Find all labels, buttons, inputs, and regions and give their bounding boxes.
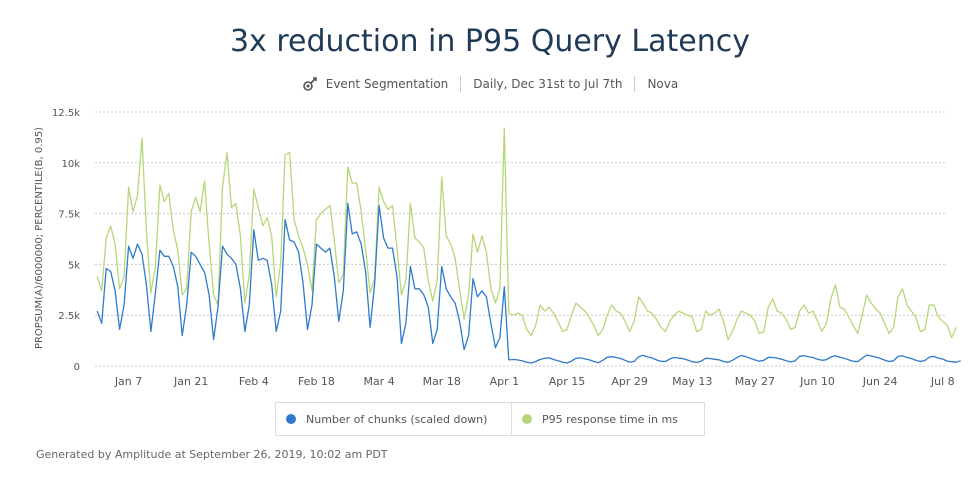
y-tick-label: 5k <box>68 260 80 271</box>
divider <box>460 76 462 92</box>
x-tick-label: May 27 <box>735 375 775 388</box>
event-segmentation-icon <box>302 76 318 92</box>
project-name: Nova <box>647 77 679 91</box>
x-tick-label: Apr 29 <box>611 375 648 388</box>
chart-title: 3x reduction in P95 Query Latency <box>229 24 751 59</box>
divider <box>634 76 636 92</box>
x-tick-label: May 13 <box>672 375 712 388</box>
y-tick-label: 0 <box>74 362 80 373</box>
date-range: Daily, Dec 31st to Jul 7th <box>473 77 623 91</box>
x-tick-label: Feb 4 <box>239 375 269 388</box>
legend-label-p95: P95 response time in ms <box>542 412 678 426</box>
series-line-chunks[interactable] <box>96 202 961 364</box>
y-tick-label: 12.5k <box>52 108 80 119</box>
x-tick-label: Jan 7 <box>114 375 142 388</box>
generated-footer: Generated by Amplitude at September 26, … <box>36 448 388 461</box>
legend-item-p95[interactable]: P95 response time in ms <box>512 403 678 435</box>
line-chart: 0 2.5k 5k 7.5k 10k 12.5k Jan 7 Jan 21 Feb 4 Feb … <box>34 108 961 388</box>
x-tick-label: Jul 8 <box>930 375 955 388</box>
legend-dot-p95 <box>522 414 532 424</box>
x-tick-label: Feb 18 <box>298 375 335 388</box>
analysis-type: Event Segmentation <box>325 77 449 91</box>
legend-item-chunks[interactable]: Number of chunks (scaled down) <box>276 403 512 435</box>
x-tick-label: Mar 18 <box>423 375 461 388</box>
x-tick-label: Jun 10 <box>799 375 835 388</box>
chart-subtitle: Event Segmentation Daily, Dec 31st to Ju… <box>0 76 980 92</box>
y-axis-label: PROPSUM(A)/6000000; PERCENTILE(B, 0.95) <box>34 127 45 349</box>
x-tick-label: Mar 4 <box>363 375 394 388</box>
x-tick-label: Apr 15 <box>549 375 586 388</box>
legend-label-chunks: Number of chunks (scaled down) <box>306 412 488 426</box>
y-tick-label: 10k <box>61 159 80 170</box>
y-tick-label: 2.5k <box>58 311 80 322</box>
y-tick-label: 7.5k <box>58 210 80 221</box>
x-tick-label: Apr 1 <box>490 375 520 388</box>
x-tick-label: Jan 21 <box>173 375 208 388</box>
legend-dot-chunks <box>286 414 296 424</box>
series-line-p95[interactable] <box>96 127 957 341</box>
chart-legend: Number of chunks (scaled down) P95 respo… <box>275 402 705 436</box>
x-tick-label: Jun 24 <box>862 375 898 388</box>
